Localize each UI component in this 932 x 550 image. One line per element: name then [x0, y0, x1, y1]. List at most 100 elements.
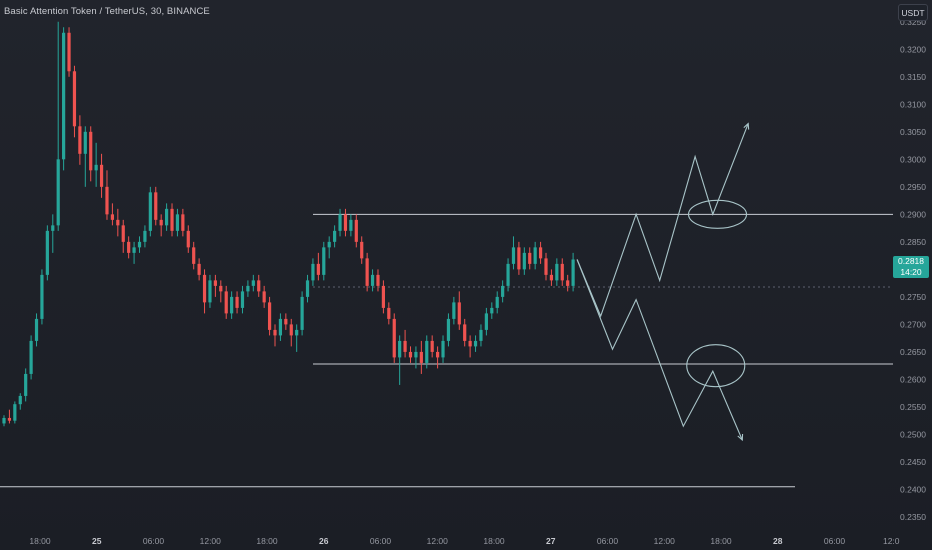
candle-body	[333, 230, 337, 242]
candle	[219, 280, 223, 303]
candle	[165, 203, 169, 231]
candle-body	[414, 351, 418, 358]
candle-body	[354, 219, 358, 242]
bar-countdown: 14:20	[900, 267, 922, 277]
price-tick-label: 0.2500	[900, 429, 926, 439]
time-tick-label: 12:00	[427, 536, 449, 546]
candle-body	[327, 241, 331, 248]
price-tick-label: 0.3100	[900, 99, 926, 109]
candle	[457, 291, 461, 330]
candle	[316, 252, 320, 281]
price-tick-label: 0.3050	[900, 127, 926, 137]
candle-body	[311, 263, 315, 281]
candle-body	[343, 214, 348, 231]
candle-body	[376, 274, 380, 286]
candle	[446, 313, 451, 347]
candle-body	[51, 225, 55, 231]
candle	[370, 269, 375, 292]
time-axis[interactable]: 18:00 25 06:00 12:00 18:00 26 06:00 12:00 18:00 2…	[29, 536, 899, 546]
candle-body	[446, 318, 451, 341]
candle	[398, 335, 402, 385]
candle	[208, 274, 212, 308]
candle-body	[34, 318, 39, 341]
candle-body	[441, 340, 445, 358]
candle-body	[89, 131, 93, 171]
chart-title: Basic Attention Token / TetherUS, 30, BI…	[4, 6, 210, 17]
candle	[408, 346, 413, 363]
candle-body	[110, 214, 114, 220]
time-tick-label: 25	[92, 536, 102, 546]
candle-body	[208, 280, 212, 303]
candle	[246, 280, 250, 297]
candle-body	[67, 32, 71, 72]
bearish-projection-path[interactable]	[576, 259, 743, 441]
candle	[2, 415, 6, 427]
candle-body	[501, 285, 505, 297]
candle	[159, 214, 163, 237]
candle-body	[7, 417, 12, 421]
price-tick-label: 0.3200	[900, 44, 926, 54]
candle	[544, 252, 548, 281]
candle	[240, 285, 245, 314]
candle-body	[72, 71, 77, 127]
candle-body	[267, 302, 272, 330]
time-tick-label: 06:00	[824, 536, 846, 546]
time-tick-label: 06:00	[597, 536, 619, 546]
highlight-ellipse[interactable]	[686, 344, 746, 388]
candle-body	[430, 340, 434, 352]
candle-body	[13, 404, 17, 421]
candle	[392, 313, 396, 363]
candle-body	[40, 274, 44, 319]
price-tick-label: 0.3000	[900, 154, 926, 164]
price-tick-label: 0.2900	[900, 209, 926, 219]
candle	[533, 241, 537, 270]
candle	[522, 247, 526, 275]
bullish-projection-path[interactable]	[576, 123, 749, 318]
time-tick-label: 18:00	[256, 536, 278, 546]
candle	[186, 225, 190, 253]
currency-unit-button[interactable]: USDT	[898, 4, 928, 21]
time-tick-label: 18:00	[710, 536, 732, 546]
candle-body	[105, 186, 109, 215]
candle-body	[99, 164, 104, 187]
candle	[538, 241, 543, 264]
candle	[45, 225, 49, 281]
horizontal-levels	[0, 213, 893, 488]
candle	[181, 208, 185, 237]
candle-body	[186, 230, 190, 248]
price-tick-label: 0.2650	[900, 347, 926, 357]
candle-body	[116, 219, 120, 226]
candle-body	[322, 247, 326, 275]
price-tick-label: 0.2550	[900, 402, 926, 412]
candle	[34, 313, 39, 347]
candle	[333, 225, 337, 248]
candle	[51, 214, 55, 253]
candle-body	[484, 313, 488, 330]
candle	[479, 324, 483, 347]
candle-body	[392, 318, 396, 358]
candle-body	[257, 280, 261, 292]
candle	[473, 335, 478, 352]
candle-body	[533, 247, 537, 264]
highlight-ellipse[interactable]	[687, 199, 748, 229]
candle	[127, 236, 131, 259]
candle-body	[262, 291, 266, 303]
candle	[18, 393, 22, 410]
candle-body	[224, 291, 228, 314]
candle-body	[78, 126, 82, 154]
candle-body	[273, 329, 277, 336]
candle-body	[202, 274, 207, 303]
candle	[571, 252, 575, 292]
candle-body	[425, 340, 429, 363]
candle	[154, 186, 158, 226]
candle	[56, 21, 60, 231]
candle	[349, 214, 353, 237]
candle	[197, 258, 201, 281]
candle-body	[463, 324, 467, 341]
candle-body	[213, 280, 217, 286]
price-tick-label: 0.2950	[900, 182, 926, 192]
candle-body	[143, 230, 147, 242]
candle-body	[18, 395, 22, 405]
candle-body	[165, 208, 169, 226]
